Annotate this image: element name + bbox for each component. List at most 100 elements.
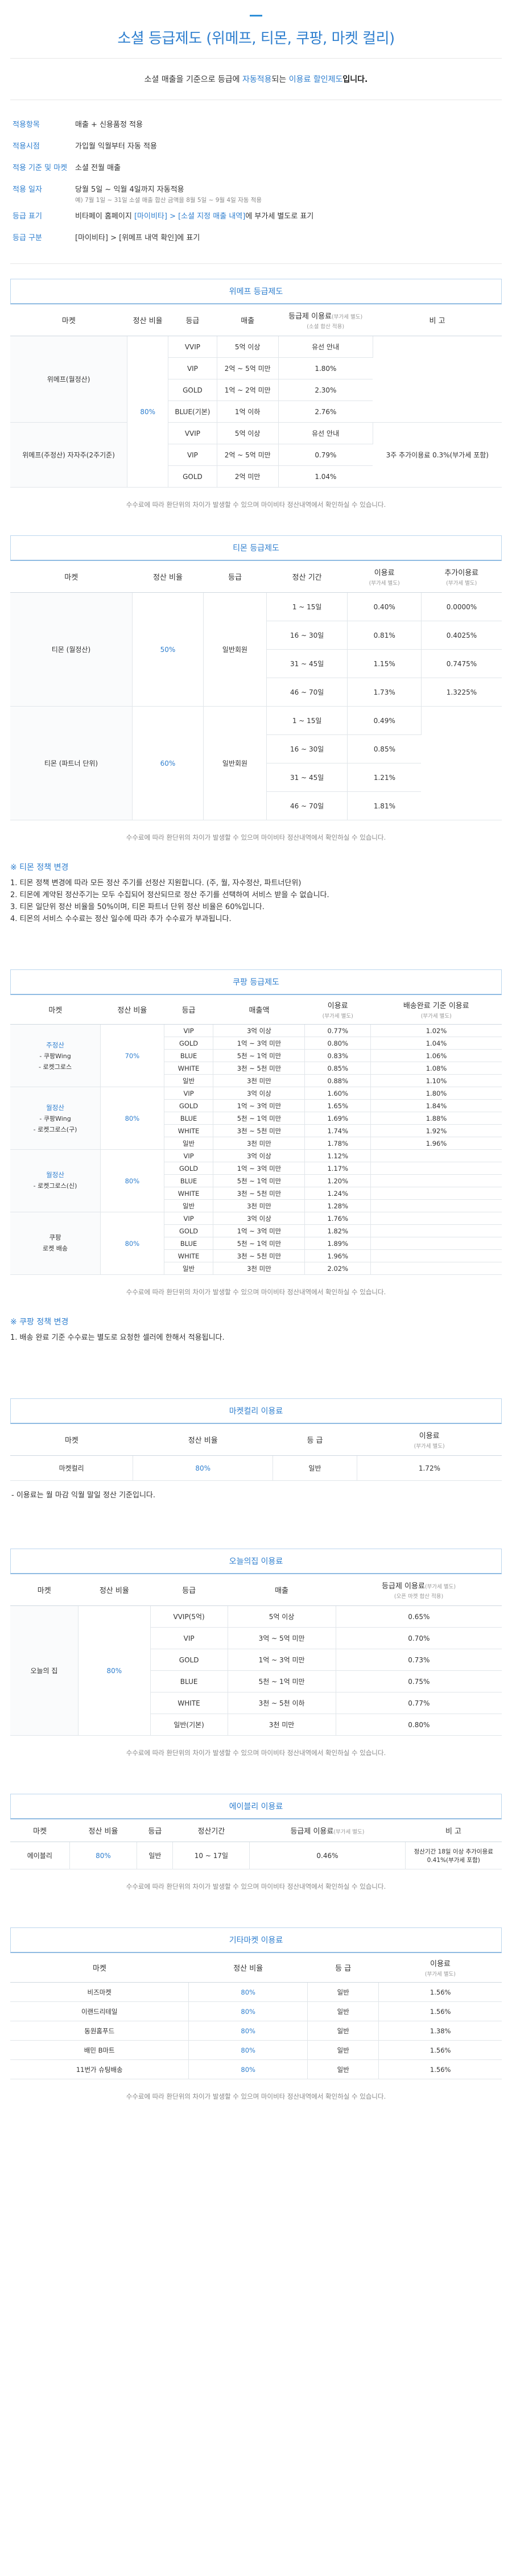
delivery-fee-cell: 1.96% (370, 1137, 502, 1150)
col-fee-vat: (부가세 별도) (333, 1829, 365, 1835)
info-value-example: 예) 7월 1일 ~ 31일 소셜 매출 합산 금액을 8월 5일 ~ 9월 4… (75, 197, 262, 204)
info-value-main: 당월 5일 ~ 익월 4일까지 자동적용 (75, 185, 184, 194)
sales-cell: 3천 미만 (213, 1262, 305, 1275)
col-remark: 비 고 (373, 304, 502, 336)
period-cell: 31 ~ 45일 (266, 763, 348, 792)
ratio-cell: 80% (188, 2040, 308, 2060)
table-row: GOLD 1억 ~ 2억 미만 2.30% (10, 379, 502, 401)
fee-note: 수수료에 따라 환단위의 차이가 발생할 수 있으며 마이비타 정산내역에서 확… (126, 1749, 386, 1757)
delivery-fee-cell (370, 1162, 502, 1175)
delivery-fee-cell (370, 1237, 502, 1250)
grade-cell: GOLD (168, 379, 217, 401)
market-cell: 배민 B마트 (10, 2040, 189, 2060)
section-title: 오늘의집 이용료 (10, 1549, 502, 1574)
table-row: 월정산 - 쿠팡Wing - 로켓그로스(구) 80% VIP 3억 이상 1.60% 1.8… (10, 1087, 502, 1150)
market-cell: 위메프(월정산) (10, 336, 128, 423)
info-list: 적용항목 매출 + 신용품정 적용 적용시점 가입월 익월부터 자동 적용 적용… (10, 100, 502, 264)
info-value: 비타페이 홈페이지 [마이비타] > [소셜 지정 매출 내역]에 부가세 별도… (75, 210, 499, 221)
sales-cell: 5천 ~ 1억 미만 (213, 1049, 305, 1062)
grade-cell: WHITE (164, 1249, 214, 1262)
grade-cell: 일반 (307, 2021, 379, 2041)
fee-cell: 1.56% (378, 2059, 502, 2079)
section-title: 기타마켓 이용료 (10, 1927, 502, 1953)
col-sales: 매출 (217, 304, 279, 336)
grade-cell: VIP (164, 1087, 214, 1100)
col-grade: 등급 (203, 561, 267, 593)
grade-cell: WHITE (164, 1187, 214, 1200)
section-title: 쿠팡 등급제도 (10, 969, 502, 995)
delivery-fee-cell: 1.08% (370, 1062, 502, 1075)
table-row: GOLD 1억 ~ 3억 미만 1.82% (10, 1224, 502, 1237)
market-sub: - 로켓그로스 (39, 1063, 72, 1071)
fee-cell: 2.02% (304, 1262, 371, 1275)
col-fee-sub: (부가세 별도) (322, 1013, 353, 1019)
fee-cell: 0.77% (336, 1692, 502, 1714)
sales-cell: 1억 ~ 3억 미만 (213, 1224, 305, 1237)
col-fee-label: 이용료 (430, 1960, 451, 1968)
ohouse-section: 오늘의집 이용료 마켓 정산 비율 등급 매출 등급제 이용료(부가세 별도) (… (10, 1549, 502, 1769)
info-key: 등급 표기 (13, 212, 42, 221)
grade-cell: BLUE (164, 1237, 214, 1250)
fee-cell: 1.69% (304, 1112, 371, 1125)
fee-cell: 0.85% (347, 734, 422, 763)
table-row: 31 ~ 45일 1.21% (10, 763, 502, 792)
fee-cell: 1.24% (304, 1187, 371, 1200)
grade-cell: VIP (168, 444, 217, 466)
sales-cell: 3천 ~ 5천 이하 (228, 1692, 336, 1714)
market-sub: 로켓 배송 (43, 1244, 68, 1252)
fee-note: 수수료에 따라 환단위의 차이가 발생할 수 있으며 마이비타 정산내역에서 확… (126, 501, 386, 509)
page-title: 소셜 등급제도 (위메프, 티몬, 쿠팡, 마켓 컬리) (117, 30, 395, 47)
grade-cell: 일반 (307, 2059, 379, 2079)
fee-cell: 0.80% (304, 1037, 371, 1050)
extra-cell: 0.4025% (421, 621, 502, 650)
grade-cell: 일반 (164, 1137, 214, 1150)
col-extra-sub: (부가세 별도) (446, 580, 477, 587)
market-cell: 동원홈푸드 (10, 2021, 189, 2041)
fee-cell: 1.28% (304, 1199, 371, 1212)
col-sales: 매출액 (213, 995, 305, 1025)
ratio-cell: 70% (100, 1024, 164, 1087)
sales-cell: 3천 미만 (213, 1074, 305, 1087)
col-fee-vat: (부가세 별도) (424, 1584, 456, 1590)
delivery-fee-cell (370, 1187, 502, 1200)
sales-cell: 3천 미만 (228, 1714, 336, 1736)
delivery-fee-cell (370, 1212, 502, 1225)
table-header: 마켓 정산 비율 등급 매출 등급제 이용료(부가세 별도) (오픈 마켓 합산 … (10, 1574, 502, 1606)
ratio-cell: 80% (188, 1982, 308, 2002)
grade-cell: BLUE (150, 1670, 228, 1692)
sales-cell: 1억 ~ 3억 미만 (213, 1037, 305, 1050)
sales-cell: 3억 이상 (213, 1024, 305, 1037)
market-cell: 티몬 (파트너 단위) (10, 706, 133, 820)
table-row: 46 ~ 70일 1.73% 1.3225% (10, 678, 502, 707)
grade-cell: 일반 (164, 1074, 214, 1087)
sales-cell: 5억 이상 (228, 1605, 336, 1628)
mybita-sales-link[interactable]: [마이비타] > [소셜 지정 매출 내역] (134, 212, 246, 221)
grade-cell: VIP (168, 357, 217, 379)
info-row: 적용 일자 당월 5일 ~ 익월 4일까지 자동적용 예) 7월 1일 ~ 31… (13, 177, 499, 204)
col-grade: 등 급 (307, 1953, 379, 1983)
section-title: 티몬 등급제도 (10, 535, 502, 561)
grade-cell: WHITE (164, 1124, 214, 1137)
col-sales: 매출 (228, 1574, 336, 1606)
fee-cell: 0.65% (336, 1605, 502, 1628)
table-row: VIP 3억 ~ 5억 미만 0.70% (10, 1627, 502, 1649)
delivery-fee-cell: 1.84% (370, 1099, 502, 1112)
sales-cell: 3억 이상 (213, 1212, 305, 1225)
fee-cell: 0.70% (336, 1627, 502, 1649)
info-key: 적용 기준 및 마켓 (13, 164, 68, 172)
delivery-fee-cell: 1.88% (370, 1112, 502, 1125)
ratio-cell: 80% (100, 1149, 164, 1212)
grade-cell: GOLD (164, 1162, 214, 1175)
info-key: 적용시점 (13, 142, 40, 151)
period-cell: 16 ~ 30일 (266, 734, 348, 763)
period-cell: 46 ~ 70일 (266, 791, 348, 820)
table-row: BLUE 5천 ~ 1억 미만 0.75% (10, 1670, 502, 1692)
fee-cell: 0.79% (278, 444, 373, 466)
grade-cell: VVIP (168, 336, 217, 358)
ratio-cell: 80% (100, 1212, 164, 1275)
col-grade: 등급 (168, 304, 217, 336)
grade-cell: VIP (164, 1024, 214, 1037)
grade-cell: 일반 (307, 2040, 379, 2060)
info-row: 적용 기준 및 마켓 소셜 전월 매출 (13, 156, 499, 177)
market-sub: - 쿠팡Wing (39, 1052, 71, 1060)
